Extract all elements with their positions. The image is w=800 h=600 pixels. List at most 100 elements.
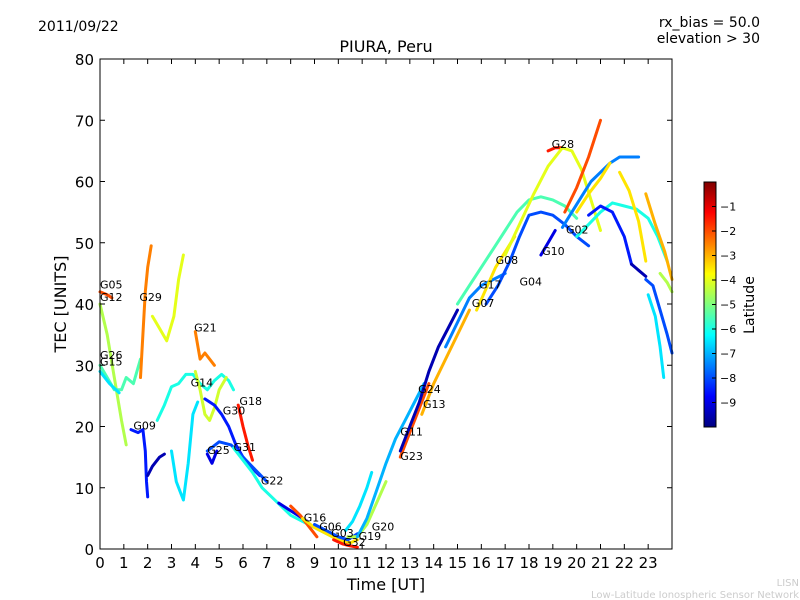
series-line-g28 — [546, 146, 564, 153]
series-line-g21b — [193, 369, 228, 422]
x-tick-label: 14 — [424, 554, 443, 572]
series-label-g10: G10 — [542, 245, 565, 258]
series-line-g32 — [332, 538, 359, 549]
series-label-g02: G02 — [566, 224, 589, 237]
colorbar-tick-label: −1 — [720, 201, 736, 214]
x-tick-label: 6 — [238, 554, 248, 572]
series-label-g18: G18 — [239, 395, 262, 408]
series-line-g29b — [150, 253, 185, 343]
series-line-g24 — [398, 308, 459, 453]
colorbar-ticks: −1 −2 −3 −4 −5 −6 −7 −8 −9 — [712, 201, 736, 410]
series-line-g29 — [139, 244, 153, 379]
x-tick-label: 19 — [543, 554, 562, 572]
x-tick-label: 4 — [191, 554, 201, 572]
series-label-g04: G04 — [519, 276, 542, 289]
colorbar-tick-label: −6 — [720, 323, 736, 336]
series-line-g28c — [563, 118, 602, 214]
x-tick-label: 22 — [615, 554, 634, 572]
series-line-g33 — [618, 170, 648, 263]
x-tick-label: 15 — [448, 554, 467, 572]
footer-org-short: LISN — [777, 578, 799, 589]
series-label-g22: G22 — [261, 475, 284, 488]
series-line-g34 — [644, 192, 674, 281]
series-line-g20 — [346, 480, 388, 539]
series-label-g17: G17 — [479, 279, 502, 292]
colorbar-tick-label: −2 — [720, 225, 736, 238]
series-line-g01b — [630, 262, 648, 278]
x-tick-label: 9 — [310, 554, 320, 572]
colorbar-label: Latitude — [742, 276, 758, 334]
footer-org-full: Low-Latitude Ionospheric Sensor Network — [591, 590, 799, 600]
x-tick-label: 12 — [376, 554, 395, 572]
colorbar-tick-label: −9 — [720, 397, 736, 410]
colorbar-tick-label: −5 — [720, 299, 736, 312]
colorbar-tick-label: −4 — [720, 274, 736, 287]
elevation-label: elevation > 30 — [657, 31, 760, 47]
x-tick-label: 23 — [639, 554, 658, 572]
series-label-g19: G19 — [359, 530, 382, 543]
series-line-g02b — [575, 201, 669, 263]
series-label-g24: G24 — [418, 383, 441, 396]
series-label-g23: G23 — [400, 450, 423, 463]
x-tick-label: 17 — [496, 554, 515, 572]
series-label-g12: G12 — [100, 291, 123, 304]
series-line-g05 — [98, 290, 114, 300]
series-line-g11 — [355, 382, 426, 539]
series-line-g36 — [646, 293, 666, 379]
y-tick-label: 50 — [75, 235, 94, 253]
x-tick-label: 16 — [472, 554, 491, 572]
y-tick-label: 0 — [84, 541, 94, 559]
series-line-g02 — [560, 155, 641, 229]
x-tick-label: 5 — [214, 554, 224, 572]
colorbar-tick-label: −7 — [720, 348, 736, 361]
y-tick-label: 10 — [75, 480, 94, 498]
y-tick-label: 40 — [75, 296, 94, 314]
series-label-g21: G21 — [194, 322, 217, 335]
x-tick-label: 2 — [143, 554, 153, 572]
series-line-g14b — [170, 400, 200, 502]
series-line-g01 — [587, 204, 633, 266]
series-line-g26 — [98, 357, 142, 392]
x-tick-label: 21 — [591, 554, 610, 572]
series-line-g23 — [398, 382, 431, 459]
series-label-g14: G14 — [191, 377, 214, 390]
y-axis: 0 10 20 30 40 50 60 70 80 — [75, 51, 672, 559]
series-line-g18 — [236, 403, 254, 462]
series-line-g17 — [456, 195, 579, 306]
y-tick-label: 80 — [75, 51, 94, 69]
series-label-g28: G28 — [552, 138, 575, 151]
date-label: 2011/09/22 — [38, 19, 119, 35]
series-line-g12 — [98, 302, 128, 447]
series-line-g21 — [193, 330, 216, 367]
series-line-g10 — [539, 229, 557, 257]
series-line-g13 — [420, 308, 471, 416]
x-tick-label: 7 — [262, 554, 272, 572]
x-tick-label: 13 — [400, 554, 419, 572]
x-tick-label: 0 — [95, 554, 105, 572]
series-label-g06: G06 — [319, 521, 342, 534]
series-line-g37 — [658, 271, 674, 294]
series-label-g32: G32 — [343, 536, 366, 549]
series-line-g28b — [503, 146, 602, 257]
x-tick-label: 1 — [119, 554, 129, 572]
series-line-g27 — [575, 161, 612, 214]
y-tick-label: 70 — [75, 112, 94, 130]
y-tick-label: 30 — [75, 357, 94, 375]
series-label-g08: G08 — [496, 254, 519, 267]
x-tick-label: 20 — [567, 554, 586, 572]
series-label-g07: G07 — [472, 297, 495, 310]
chart-title: PIURA, Peru — [339, 37, 432, 56]
series-label-g31: G31 — [233, 441, 256, 454]
x-tick-label: 8 — [286, 554, 296, 572]
rx-bias-label: rx_bias = 50.0 — [659, 15, 760, 31]
series-line-g06 — [301, 516, 359, 545]
series-line-g35 — [644, 278, 674, 355]
colorbar-tick-label: −8 — [720, 372, 736, 385]
series-label-g25: G25 — [207, 444, 230, 457]
x-axis-label: Time [UT] — [346, 575, 425, 594]
series-line-g25 — [205, 449, 219, 465]
series-label-g30: G30 — [223, 404, 246, 417]
series-label-g29: G29 — [139, 291, 162, 304]
